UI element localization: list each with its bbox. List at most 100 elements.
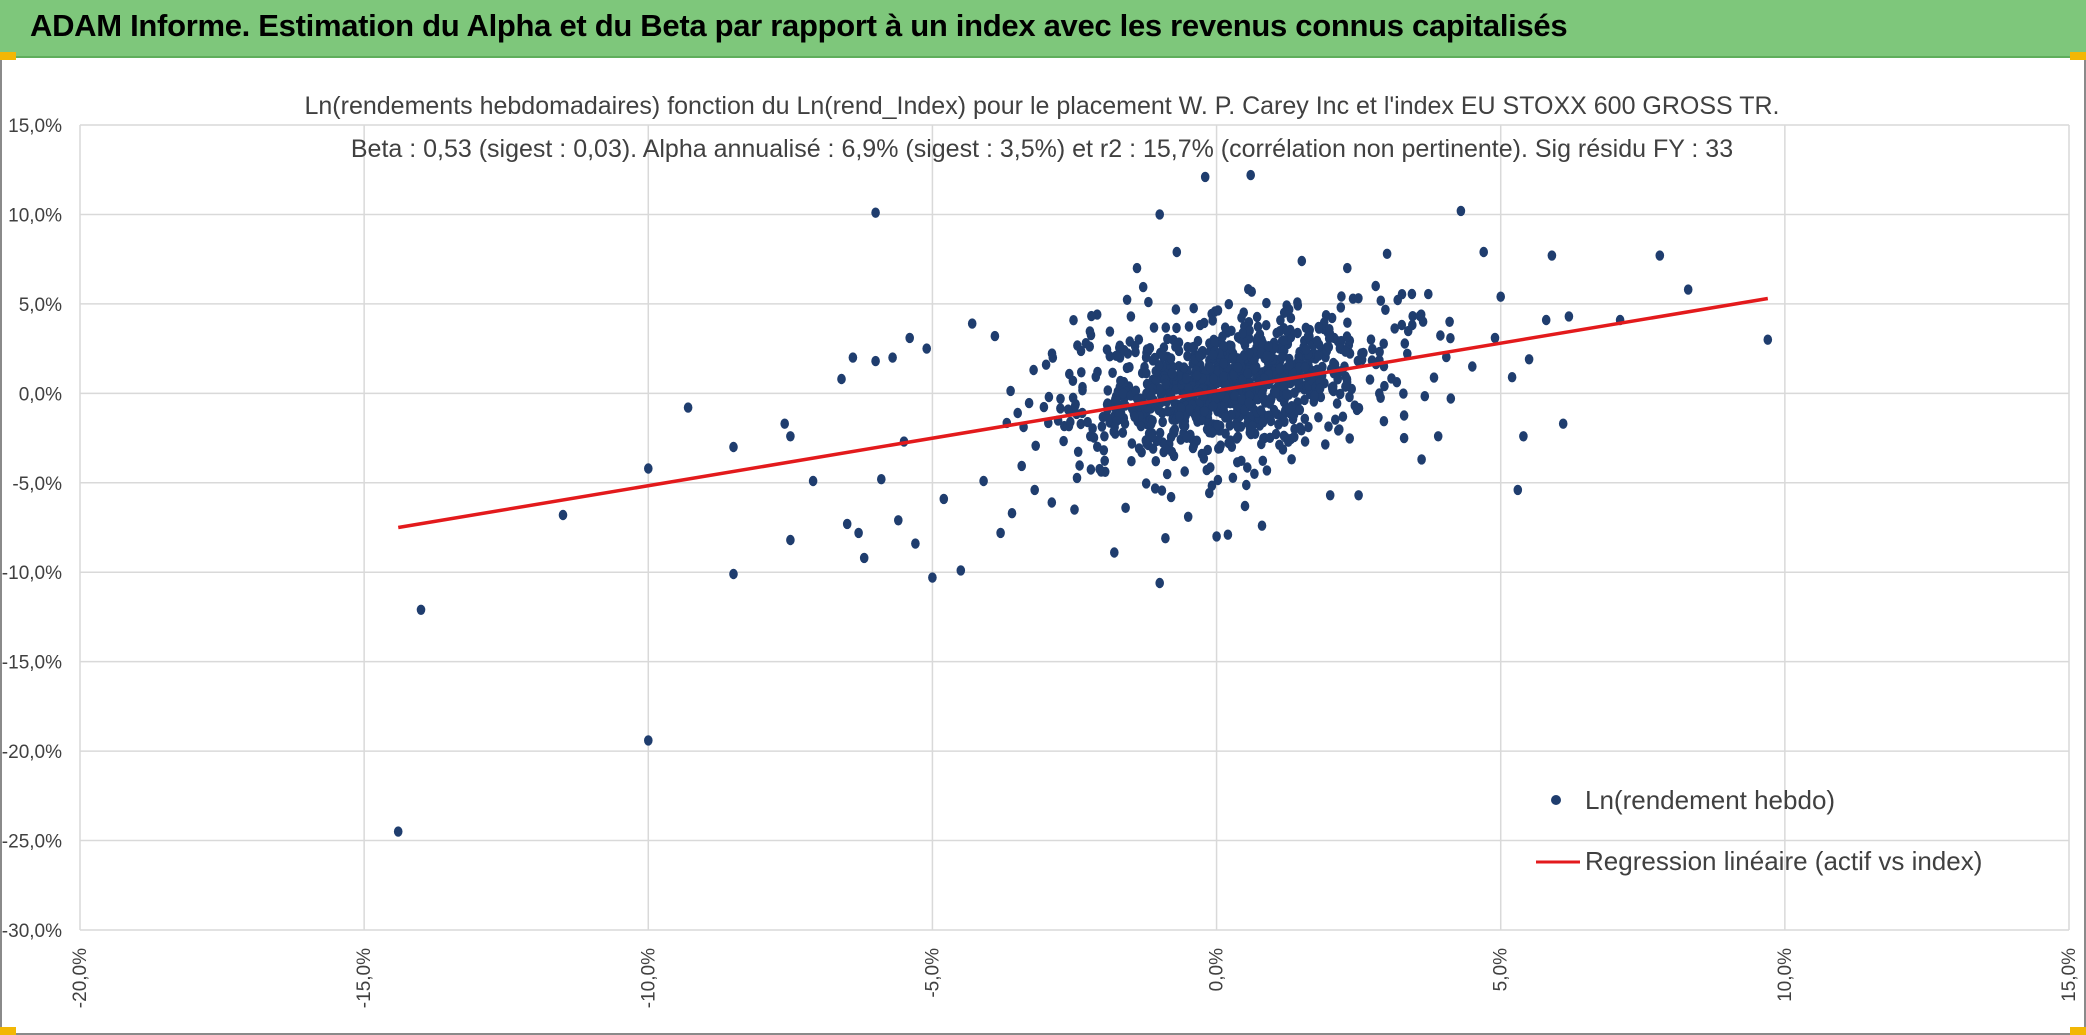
scatter-point — [1131, 385, 1141, 396]
scatter-point — [1524, 354, 1534, 365]
scatter-point — [1007, 508, 1017, 519]
regression-line — [397, 296, 1769, 530]
scatter-point — [1076, 345, 1086, 357]
scatter-point — [1108, 367, 1117, 378]
y-tick-label: 15,0% — [8, 116, 62, 137]
scatter-point — [1266, 415, 1276, 427]
scatter-point — [1286, 312, 1296, 324]
scatter-point — [644, 463, 653, 474]
scatter-point — [1335, 388, 1345, 400]
scatter-point — [1315, 383, 1325, 394]
scatter-point — [1187, 342, 1197, 353]
scatter-point — [1403, 348, 1412, 359]
scatter-point — [1171, 340, 1181, 352]
scatter-point — [1130, 411, 1139, 422]
scatter-point — [786, 431, 795, 442]
scatter-point — [996, 527, 1005, 539]
scatter-point — [1257, 389, 1267, 400]
scatter-point — [1155, 383, 1164, 395]
scatter-point — [1276, 315, 1285, 326]
scatter-point — [1086, 431, 1095, 442]
scatter-point — [1365, 374, 1375, 385]
scatter-point — [1397, 289, 1407, 300]
scatter-point — [1433, 431, 1443, 442]
scatter-point — [1252, 311, 1262, 323]
scatter-point — [1408, 319, 1417, 331]
scatter-point — [1249, 363, 1259, 375]
scatter-point — [1375, 346, 1384, 358]
scatter-point — [1314, 321, 1323, 333]
scatter-point — [1338, 411, 1348, 422]
scatter-point — [1218, 331, 1227, 342]
scatter-point — [1250, 468, 1259, 479]
scatter-point — [1297, 425, 1306, 436]
scatter-point — [1400, 338, 1410, 349]
scatter-point — [1238, 328, 1247, 339]
corner-mark-bottom-right — [2070, 1027, 2086, 1035]
scatter-point — [1118, 388, 1128, 399]
scatter-point — [1343, 317, 1352, 328]
scatter-point — [1184, 321, 1194, 332]
corner-mark-bottom-left — [0, 1027, 16, 1035]
y-tick-label: -25,0% — [2, 832, 62, 853]
scatter-point — [1072, 472, 1082, 484]
scatter-point — [1468, 361, 1477, 372]
scatter-point — [1220, 400, 1229, 411]
scatter-point — [1297, 255, 1307, 267]
scatter-point — [1213, 474, 1223, 486]
scatter-point — [1047, 497, 1057, 508]
scatter-point — [1219, 358, 1228, 369]
scatter-point — [1282, 325, 1292, 337]
scatter-point — [1271, 428, 1281, 440]
scatter-point — [1399, 388, 1408, 399]
scatter-point — [1227, 353, 1237, 364]
scatter-point — [1243, 368, 1252, 379]
scatter-point — [1166, 353, 1176, 364]
scatter-point — [1157, 485, 1167, 496]
scatter-point — [1415, 310, 1425, 322]
scatter-point — [1242, 479, 1251, 491]
scatter-point — [1189, 303, 1198, 314]
scatter-point — [1282, 300, 1291, 311]
scatter-point — [644, 735, 653, 746]
y-tick-label: -5,0% — [12, 474, 62, 495]
scatter-point — [1519, 431, 1528, 442]
scatter-point — [1132, 262, 1142, 274]
legend-label-points: Ln(rendement hebdo) — [1585, 785, 1835, 815]
scatter-point — [1155, 577, 1164, 589]
scatter-point — [1371, 280, 1380, 292]
scatter-point — [1207, 427, 1217, 438]
scatter-point — [1277, 352, 1287, 363]
scatter-point — [1345, 391, 1354, 403]
scatter-point — [1256, 405, 1266, 416]
scatter-point — [1158, 416, 1167, 428]
scatter-point — [854, 527, 863, 539]
scatter-point — [1100, 431, 1109, 442]
scatter-point — [1206, 462, 1215, 473]
scatter-point — [1180, 420, 1190, 432]
scatter-point — [1359, 347, 1368, 359]
scatter-point — [1192, 370, 1202, 381]
scatter-point — [1310, 390, 1319, 401]
scatter-point — [1148, 443, 1158, 454]
scatter-point — [1030, 484, 1039, 496]
scatter-point — [1408, 311, 1417, 322]
scatter-point — [1324, 421, 1333, 432]
scatter-point — [1141, 478, 1151, 489]
scatter-point — [1337, 291, 1346, 302]
scatter-point — [1044, 391, 1054, 403]
scatter-point — [1293, 297, 1302, 308]
scatter-point — [1262, 350, 1272, 362]
scatter-point — [1293, 327, 1302, 339]
scatter-point — [1115, 340, 1125, 351]
scatter-point — [1219, 371, 1228, 382]
regression-line-group — [397, 296, 1769, 530]
scatter-point — [1213, 305, 1223, 316]
scatter-point — [1541, 314, 1551, 326]
scatter-point — [1232, 433, 1242, 444]
scatter-point — [1564, 311, 1574, 322]
scatter-point — [1289, 409, 1299, 420]
scatter-point — [1271, 387, 1280, 398]
scatter-point — [1325, 490, 1335, 501]
